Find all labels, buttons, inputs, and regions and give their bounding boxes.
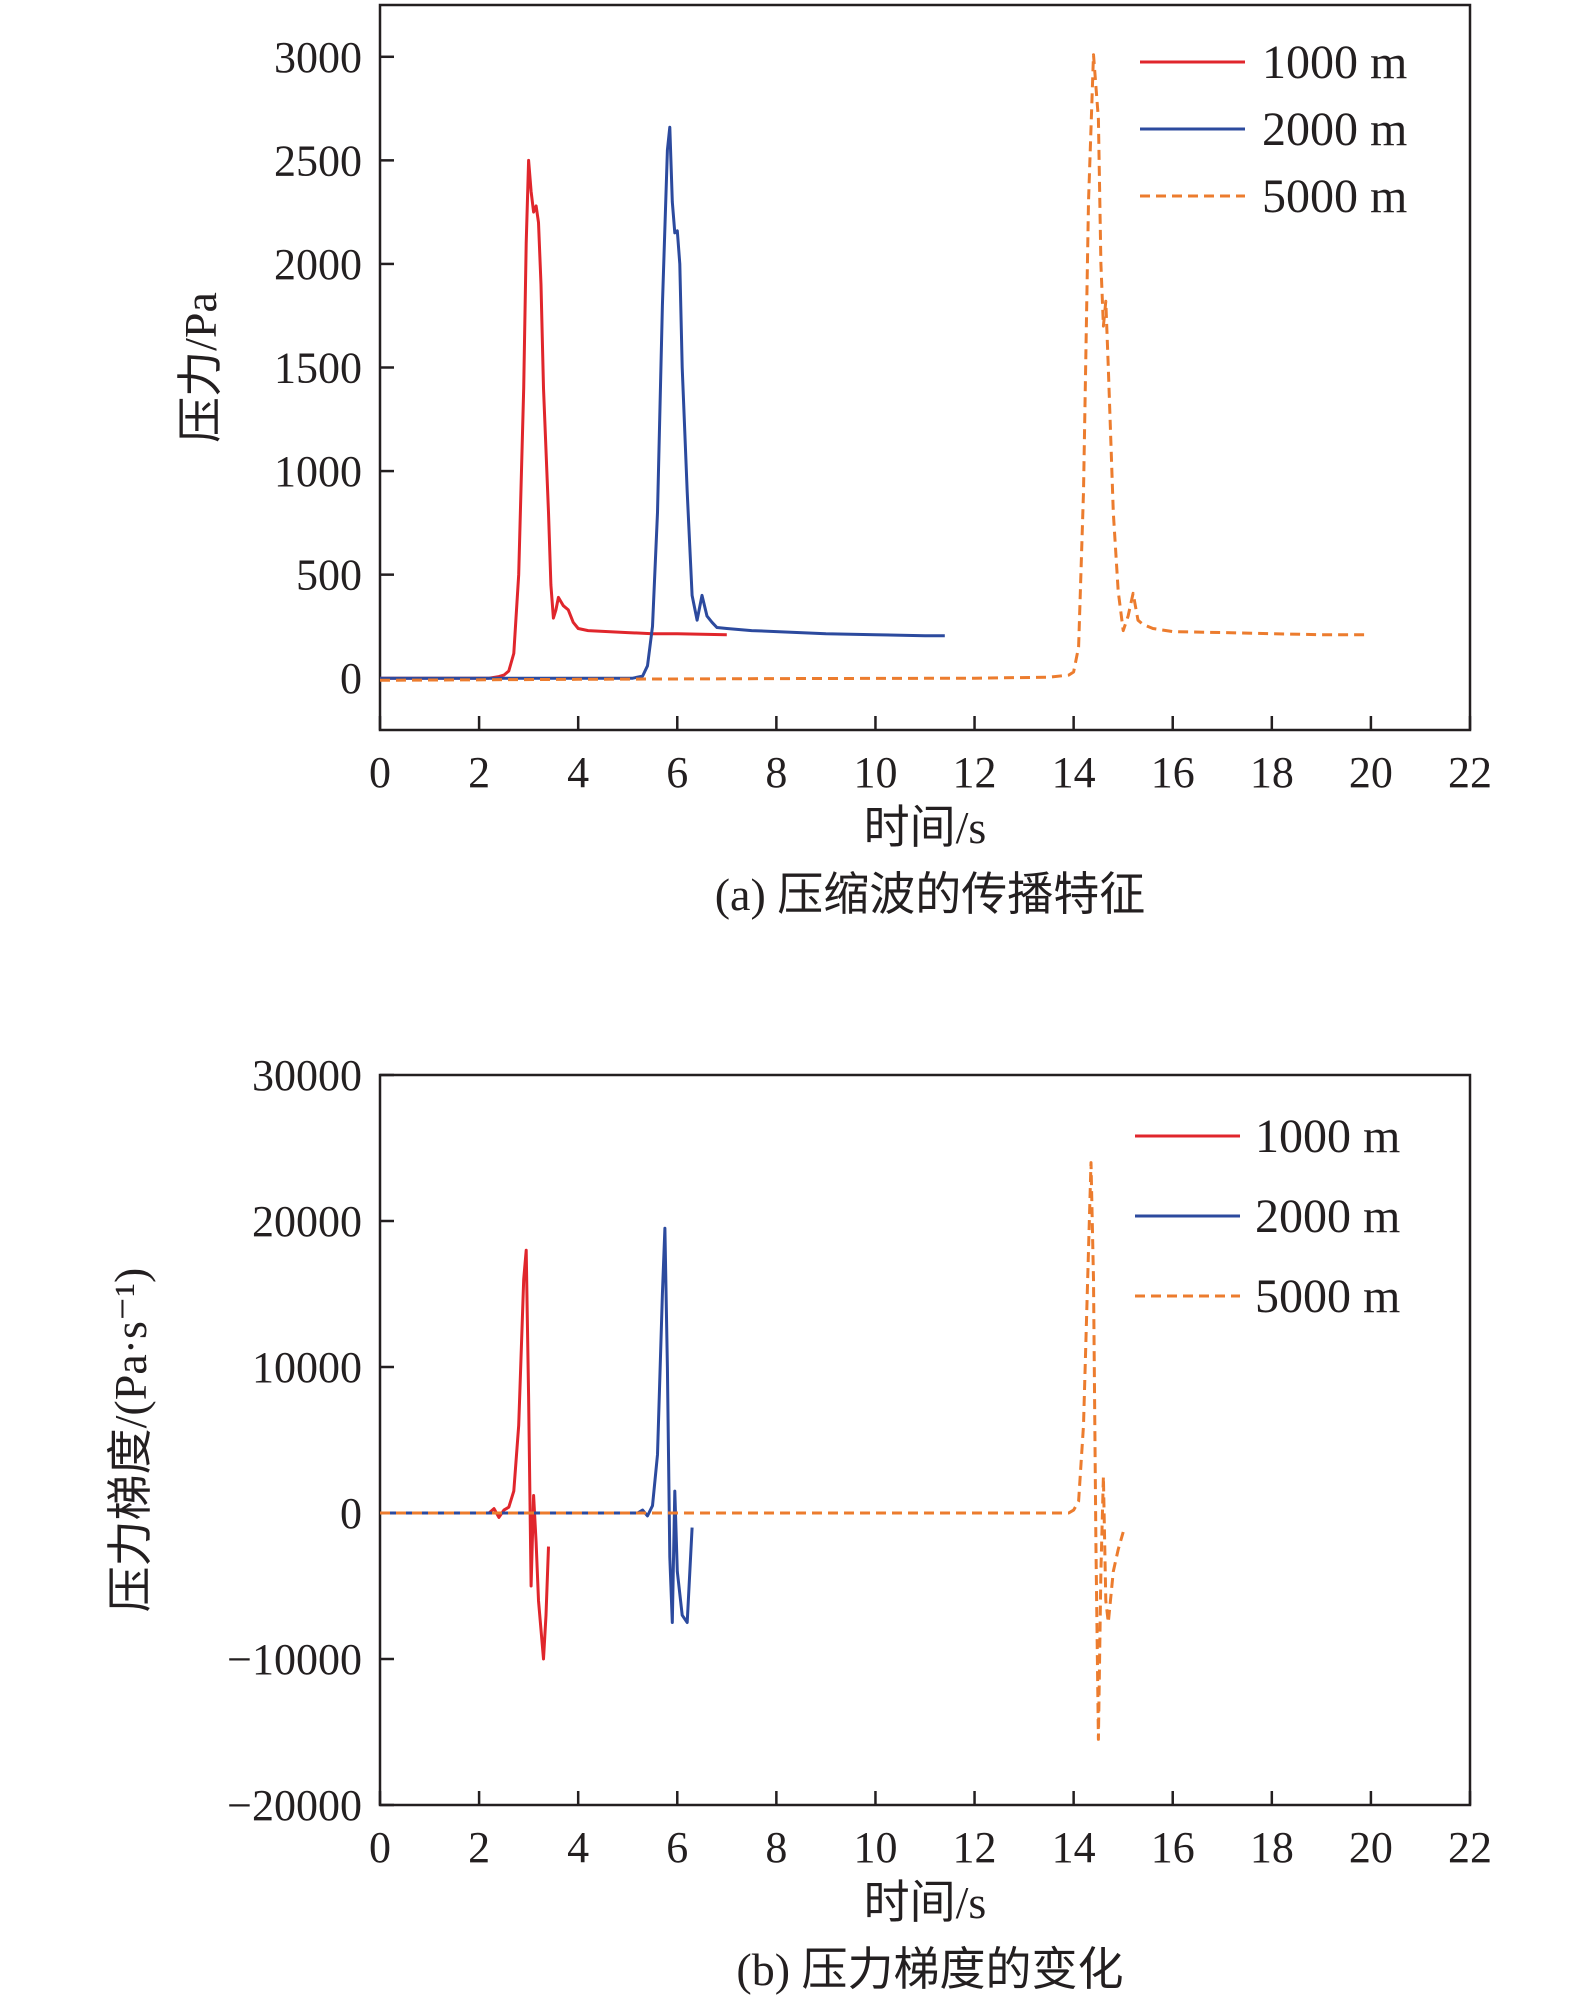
chart-b-caption: (b) 压力梯度的变化 [736, 1944, 1123, 1995]
chart-b-legend-label: 5000 m [1255, 1270, 1400, 1323]
chart-a-x-tick-label: 16 [1151, 748, 1195, 797]
chart-b-y-tick-label: 10000 [252, 1343, 362, 1392]
chart-b-legend-label: 1000 m [1255, 1110, 1400, 1163]
chart-a-x-tick-label: 8 [765, 748, 787, 797]
chart-a-x-tick-label: 6 [666, 748, 688, 797]
chart-b-series-line-1000m [380, 1248, 550, 1661]
chart-a-legend-label: 1000 m [1262, 36, 1407, 89]
chart-a-caption: (a) 压缩波的传播特征 [715, 869, 1146, 920]
chart-a-series-line-1000m [380, 158, 727, 680]
chart-a-y-tick-label: 2000 [274, 240, 362, 289]
chart-a-legend-label: 2000 m [1262, 103, 1407, 156]
chart-b-y-tick-label: 30000 [252, 1051, 362, 1100]
chart-b-x-tick-label: 16 [1151, 1823, 1195, 1872]
chart-b-x-tick-label: 14 [1052, 1823, 1096, 1872]
chart-a-y-tick-label: 3000 [274, 33, 362, 82]
chart-b-series-line-5000m [380, 1161, 1125, 1741]
chart-b-x-tick-label: 22 [1448, 1823, 1492, 1872]
chart-a-y-tick-label: 1500 [274, 344, 362, 393]
chart-b-x-tick-label: 18 [1250, 1823, 1294, 1872]
chart-b-x-tick-label: 2 [468, 1823, 490, 1872]
chart-a-x-tick-label: 10 [853, 748, 897, 797]
chart-b-x-axis-title: 时间/s [864, 1877, 987, 1928]
chart-b-x-tick-label: 8 [765, 1823, 787, 1872]
chart-a-y-tick-label: 1000 [274, 447, 362, 496]
chart-a-series-line-5000m [379, 53, 1366, 682]
chart-b-x-tick-label: 4 [567, 1823, 589, 1872]
chart-a-x-tick-label: 20 [1349, 748, 1393, 797]
chart-a-x-tick-label: 0 [369, 748, 391, 797]
chart-a-x-axis-title: 时间/s [864, 802, 987, 853]
chart-a-y-tick-label: 2500 [274, 136, 362, 185]
chart-a-y-axis-title: 压力/Pa [175, 292, 226, 443]
chart-a-x-tick-label: 22 [1448, 748, 1492, 797]
chart-b-y-axis-title: 压力梯度/(Pa·s⁻¹) [105, 1268, 156, 1613]
chart-b-y-tick-label: 20000 [252, 1197, 362, 1246]
chart-a-x-tick-label: 4 [567, 748, 589, 797]
chart-a-x-tick-label: 18 [1250, 748, 1294, 797]
chart-b-x-tick-label: 20 [1349, 1823, 1393, 1872]
chart-b-x-tick-label: 0 [369, 1823, 391, 1872]
chart-b-x-tick-label: 10 [853, 1823, 897, 1872]
chart-b-x-tick-label: 6 [666, 1823, 688, 1872]
chart-a-x-tick-label: 2 [468, 748, 490, 797]
chart-a-x-tick-label: 12 [953, 748, 997, 797]
chart-b-y-tick-label: −10000 [227, 1635, 362, 1684]
chart-b-legend-label: 2000 m [1255, 1190, 1400, 1243]
chart-b-plot-frame [378, 1073, 1472, 1807]
chart-a-series-line-2000m [380, 125, 945, 680]
chart-a-y-tick-label: 500 [296, 551, 362, 600]
chart-b-y-tick-label: 0 [340, 1489, 362, 1538]
chart-a-x-tick-label: 14 [1052, 748, 1096, 797]
chart-a-y-tick-label: 0 [340, 654, 362, 703]
chart-a-legend-label: 5000 m [1262, 170, 1407, 223]
chart-b-y-tick-label: −20000 [227, 1781, 362, 1830]
chart-b-x-tick-label: 12 [953, 1823, 997, 1872]
